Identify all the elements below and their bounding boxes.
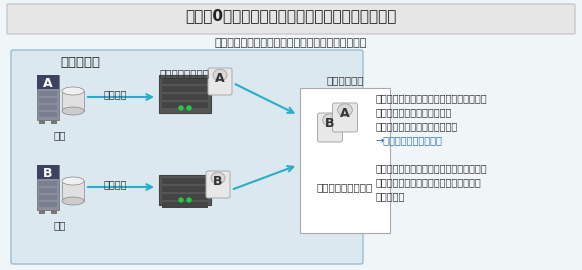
FancyBboxPatch shape: [39, 112, 57, 117]
Text: バックアップデータ: バックアップデータ: [317, 182, 373, 192]
Ellipse shape: [62, 87, 84, 95]
Text: 険性がある: 険性がある: [376, 191, 406, 201]
Text: B: B: [43, 167, 53, 180]
Text: B: B: [325, 117, 335, 130]
FancyBboxPatch shape: [159, 175, 211, 205]
FancyBboxPatch shape: [39, 120, 45, 124]
Text: 再構築し、データをリストア: 再構築し、データをリストア: [376, 107, 452, 117]
FancyBboxPatch shape: [39, 91, 57, 96]
FancyBboxPatch shape: [206, 171, 230, 198]
FancyBboxPatch shape: [332, 103, 357, 132]
Ellipse shape: [338, 104, 352, 116]
Circle shape: [179, 106, 183, 110]
FancyBboxPatch shape: [162, 78, 208, 84]
FancyBboxPatch shape: [300, 88, 390, 233]
FancyBboxPatch shape: [39, 210, 45, 214]
Text: →復旧には時間がかかる: →復旧には時間がかかる: [376, 135, 443, 145]
Text: 内蔵: 内蔵: [54, 130, 66, 140]
Ellipse shape: [211, 172, 225, 184]
FancyBboxPatch shape: [51, 210, 57, 214]
Circle shape: [179, 198, 183, 202]
FancyBboxPatch shape: [62, 91, 84, 111]
FancyBboxPatch shape: [39, 98, 57, 103]
Text: 個別採取: 個別採取: [103, 179, 127, 189]
Ellipse shape: [322, 114, 338, 126]
Ellipse shape: [213, 69, 227, 81]
FancyBboxPatch shape: [39, 195, 57, 200]
Text: レベル0：故障・災害に対して部分的な対策を実施: レベル0：故障・災害に対して部分的な対策を実施: [185, 8, 397, 23]
FancyBboxPatch shape: [159, 75, 211, 113]
FancyBboxPatch shape: [162, 194, 208, 200]
Circle shape: [187, 106, 191, 110]
Text: ・業務システムとバックアップデータの両: ・業務システムとバックアップデータの両: [376, 163, 488, 173]
FancyBboxPatch shape: [162, 86, 208, 92]
Text: 方に被害が及ぶと、データが失われる危: 方に被害が及ぶと、データが失われる危: [376, 177, 482, 187]
FancyBboxPatch shape: [37, 165, 59, 210]
FancyBboxPatch shape: [162, 178, 208, 184]
FancyBboxPatch shape: [39, 181, 57, 186]
Circle shape: [187, 198, 191, 202]
FancyBboxPatch shape: [162, 202, 208, 208]
Text: 金庫など保管: 金庫など保管: [327, 75, 364, 85]
Text: 内蔵: 内蔵: [54, 220, 66, 230]
Text: （再購入が必要な場合もある）: （再購入が必要な場合もある）: [376, 121, 458, 131]
FancyBboxPatch shape: [62, 181, 84, 201]
FancyBboxPatch shape: [37, 165, 59, 179]
FancyBboxPatch shape: [39, 202, 57, 207]
FancyBboxPatch shape: [7, 4, 575, 34]
Ellipse shape: [62, 177, 84, 185]
FancyBboxPatch shape: [162, 186, 208, 192]
FancyBboxPatch shape: [162, 102, 208, 108]
FancyBboxPatch shape: [51, 120, 57, 124]
Text: 業務サイト: 業務サイト: [60, 56, 100, 69]
Text: 個別バックアップで小規模な故障・災害に対応可能: 個別バックアップで小規模な故障・災害に対応可能: [215, 38, 367, 48]
FancyBboxPatch shape: [37, 75, 59, 89]
FancyBboxPatch shape: [11, 50, 363, 264]
Ellipse shape: [62, 107, 84, 115]
FancyBboxPatch shape: [37, 75, 59, 120]
Ellipse shape: [62, 197, 84, 205]
FancyBboxPatch shape: [39, 188, 57, 193]
Text: A: A: [215, 72, 225, 85]
Text: テープライブラリ: テープライブラリ: [160, 68, 210, 78]
FancyBboxPatch shape: [318, 113, 342, 142]
FancyBboxPatch shape: [162, 94, 208, 100]
Text: 個別採取: 個別採取: [103, 89, 127, 99]
Text: A: A: [43, 77, 53, 90]
Text: B: B: [213, 175, 223, 188]
Text: A: A: [340, 107, 350, 120]
Text: ・故障・災害被災時は、システムを修復、: ・故障・災害被災時は、システムを修復、: [376, 93, 488, 103]
FancyBboxPatch shape: [208, 68, 232, 95]
FancyBboxPatch shape: [39, 105, 57, 110]
